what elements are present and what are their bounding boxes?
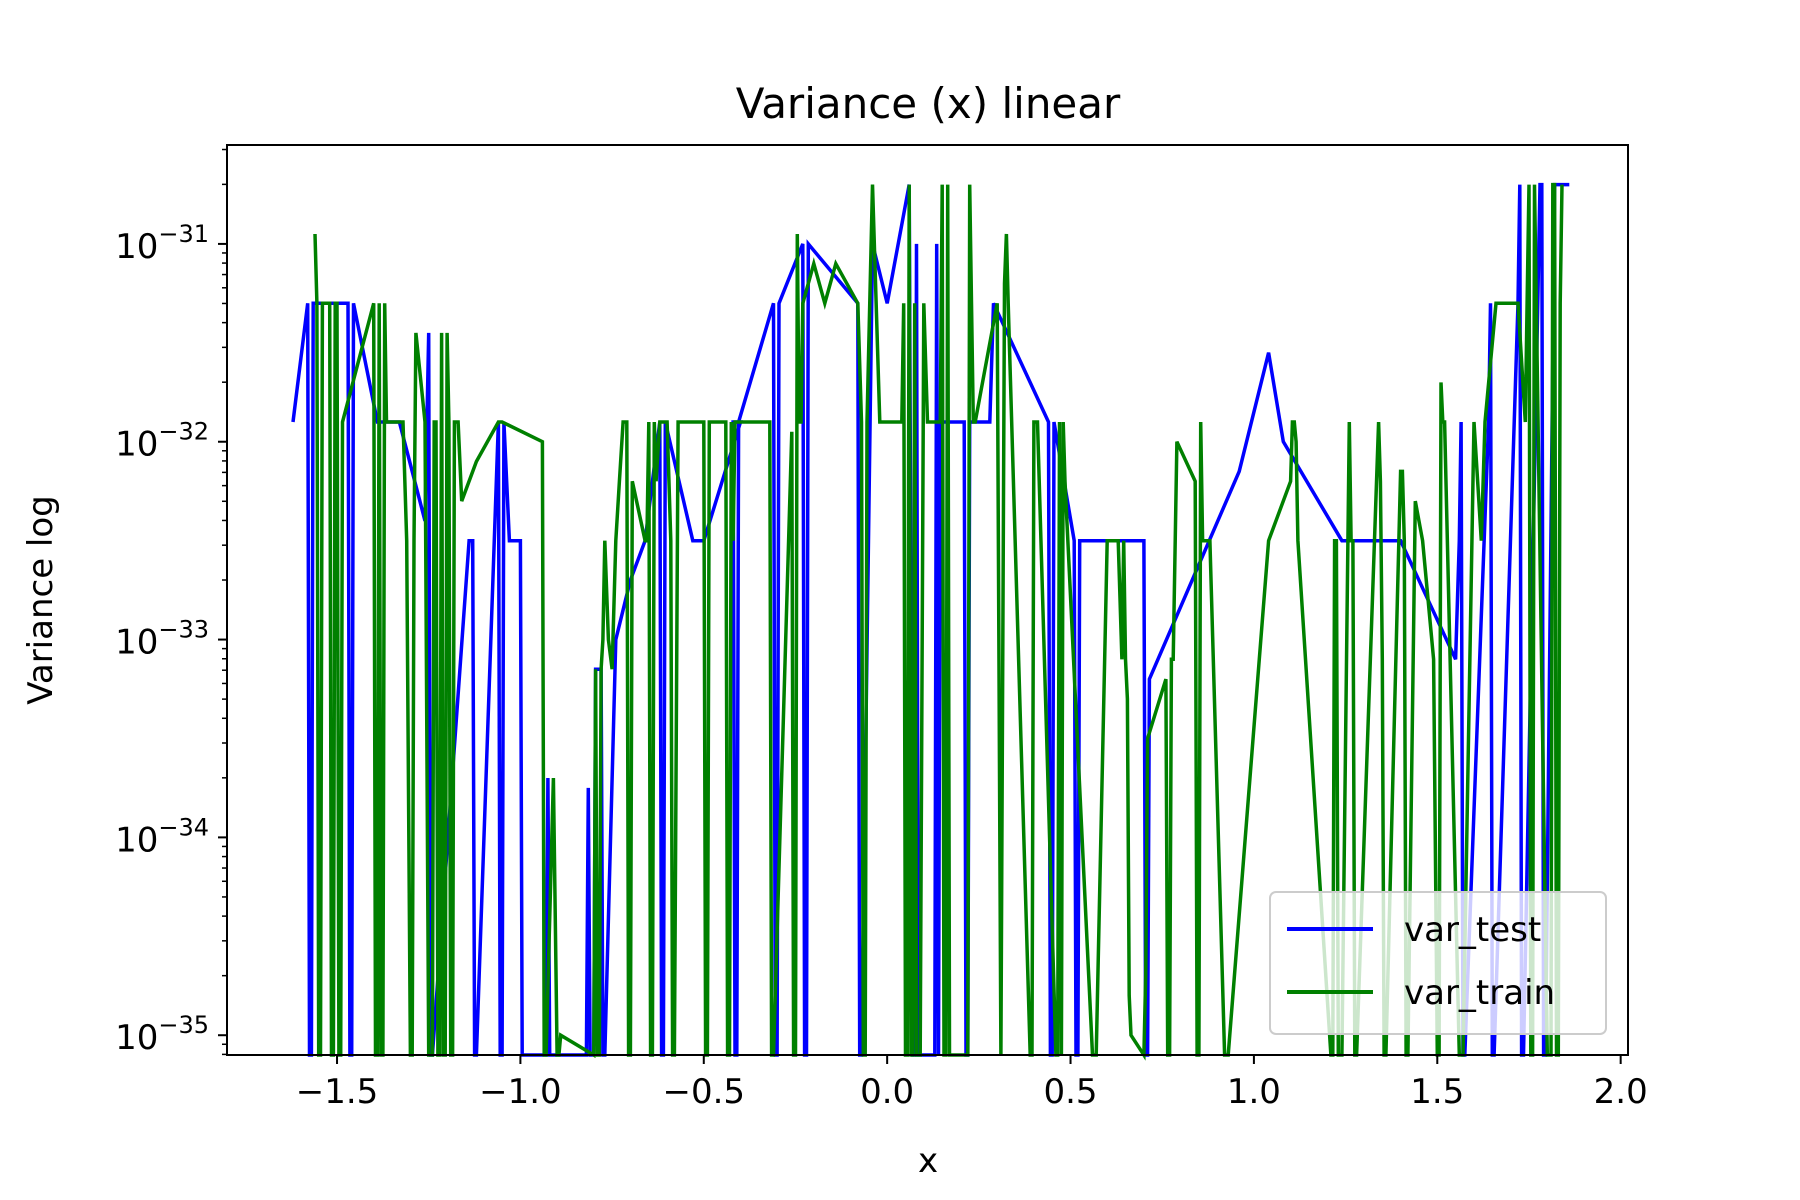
x-axis: −1.5 −1.0 −0.5 0.0 0.5 1.0 1.5 2.0 bbox=[296, 1055, 1648, 1112]
x-tick-label: −1.0 bbox=[479, 1072, 562, 1112]
x-tick-label: 0.5 bbox=[1043, 1072, 1097, 1112]
x-axis-label: x bbox=[918, 1141, 938, 1181]
legend-label-var-test: var_test bbox=[1404, 910, 1541, 950]
x-tick-label: −1.5 bbox=[296, 1072, 379, 1112]
y-tick-label: 10−34 bbox=[115, 813, 209, 860]
y-tick-label: 10−31 bbox=[115, 220, 209, 267]
x-tick-label: 2.0 bbox=[1594, 1072, 1648, 1112]
x-tick-label: −0.5 bbox=[662, 1072, 745, 1112]
y-tick-label: 10−33 bbox=[115, 616, 209, 663]
y-tick-label: 10−32 bbox=[115, 418, 209, 465]
y-axis-label: Variance log bbox=[21, 495, 61, 705]
y-tick-label: 10−35 bbox=[115, 1011, 209, 1058]
x-tick-label: 1.0 bbox=[1227, 1072, 1281, 1112]
x-tick-label: 0.0 bbox=[860, 1072, 914, 1112]
x-tick-label: 1.5 bbox=[1410, 1072, 1464, 1112]
y-axis: 10−35 10−34 10−33 10−32 10−31 bbox=[115, 148, 227, 1058]
legend-label-var-train: var_train bbox=[1404, 973, 1555, 1013]
chart-title: Variance (x) linear bbox=[736, 79, 1121, 128]
plot-frame bbox=[226, 144, 1629, 1056]
legend: var_test var_train bbox=[1269, 891, 1607, 1035]
